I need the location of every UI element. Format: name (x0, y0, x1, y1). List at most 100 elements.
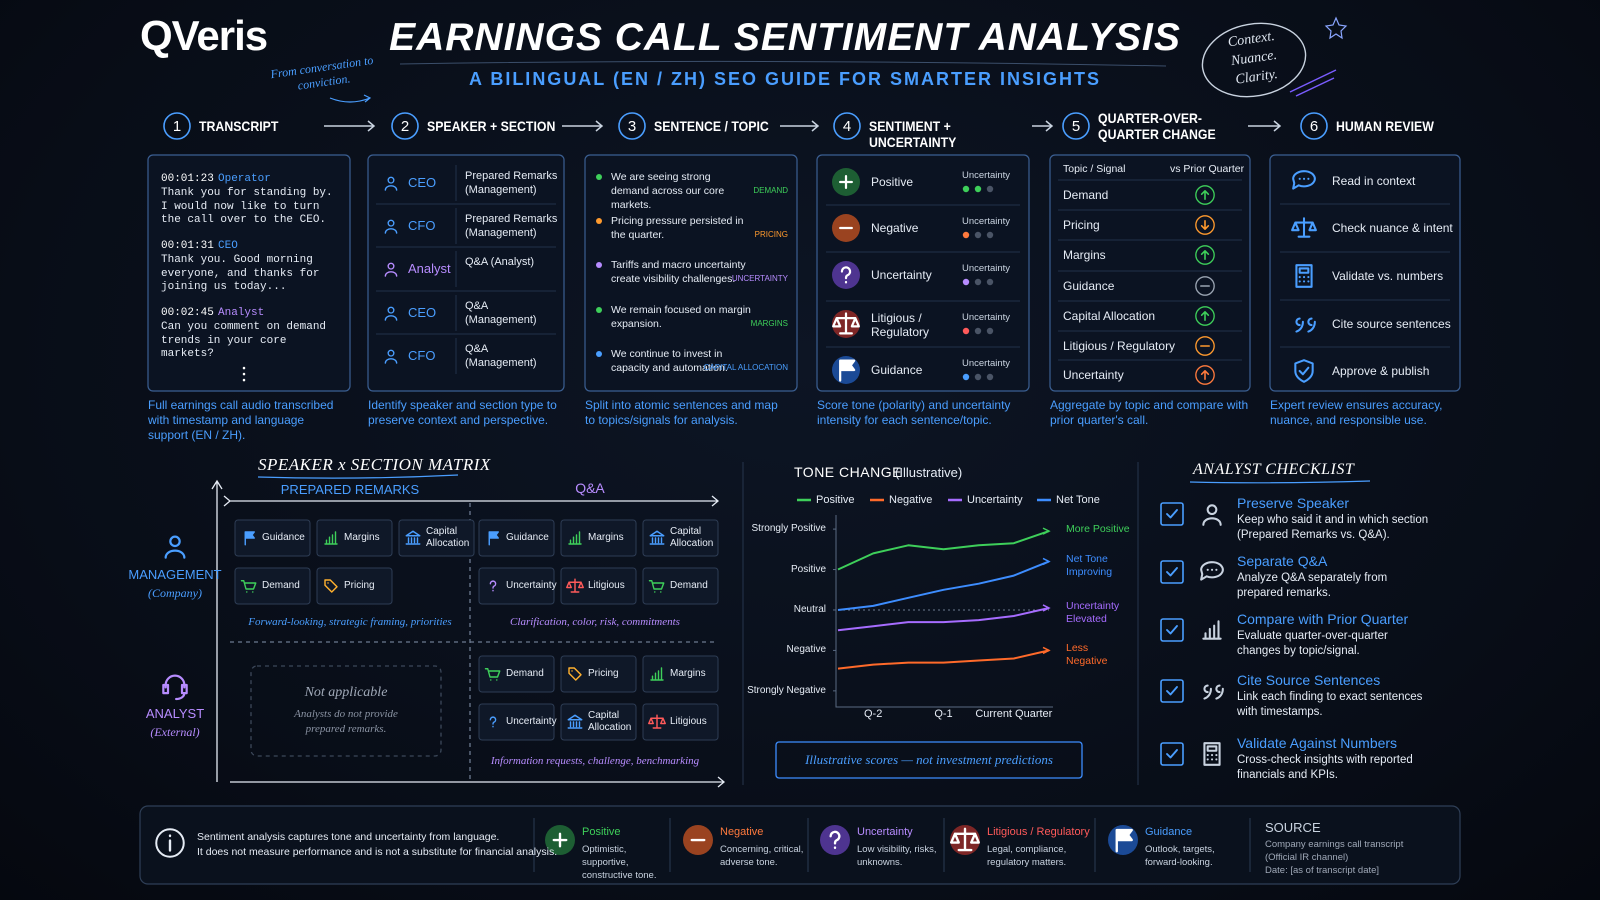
bullet (596, 262, 602, 268)
quadrant-note: Information requests, challenge, benchma… (490, 755, 700, 767)
icon-fill (1116, 830, 1132, 840)
speaker: CEO (218, 240, 238, 252)
icon-ring (1195, 336, 1215, 356)
y-tick-label: Positive (790, 563, 826, 575)
icon-shape (1200, 311, 1210, 321)
icon-shape (566, 578, 584, 593)
logo: QVeris (140, 12, 268, 59)
chart-note-box (775, 741, 1083, 779)
icon (1291, 217, 1317, 238)
icon-shape (568, 531, 582, 545)
chip (642, 703, 719, 741)
chip-label: Demand (670, 580, 708, 591)
icon (1160, 560, 1184, 584)
source-title: SOURCE (1265, 820, 1321, 835)
icon (384, 306, 398, 321)
step-number: 4 (843, 118, 851, 135)
icon-shape (240, 580, 257, 593)
sentiment-label: Positive (871, 175, 914, 189)
checklist-title: ANALYST CHECKLIST (1193, 461, 1355, 478)
icon (1295, 264, 1313, 288)
legend-name: Negative (720, 826, 764, 838)
chip (234, 567, 311, 605)
step-circle (391, 112, 419, 140)
icon (832, 168, 860, 196)
quadrant-note: Clarification, color, risk, commitments (510, 616, 680, 628)
icon-shape (568, 667, 582, 681)
utterance: Thank you. Good morning everyone, and th… (161, 254, 320, 293)
row-sub: (External) (150, 725, 200, 739)
icon (648, 714, 666, 729)
dot (986, 373, 994, 381)
icon-shape (1203, 684, 1224, 700)
speaker: Operator (218, 173, 271, 185)
icon (1195, 336, 1215, 356)
icon-shape (648, 580, 665, 593)
step-label: SENTIMENT + UNCERTAINTY (869, 118, 957, 150)
icon (566, 578, 584, 593)
dot (986, 185, 994, 193)
icon (1203, 742, 1221, 766)
icon (324, 579, 338, 593)
footer-separators (533, 818, 1251, 872)
chip (560, 519, 637, 557)
icon (384, 262, 398, 277)
topic-tag: PRICING (754, 230, 788, 239)
chip-label: Demand (506, 668, 544, 679)
topic-tag: MARGINS (750, 319, 788, 328)
icon-ring (1195, 306, 1215, 326)
quadrant-note: Forward-looking, strategic framing, prio… (248, 616, 452, 628)
icon-shape (829, 830, 841, 850)
source-line: Company earnings call transcript (1265, 839, 1404, 850)
panel-frames (139, 154, 1461, 885)
section: Prepared Remarks (Management) (465, 170, 558, 196)
legend-desc: Legal, compliance, regulatory matters. (987, 844, 1067, 868)
chip-label: Guidance (262, 532, 305, 543)
icon-shape (489, 716, 497, 728)
chip-label: Capital Allocation (670, 526, 714, 549)
uncertainty-dots (962, 185, 994, 193)
legend-label: Positive (816, 494, 855, 506)
icon-shape (1166, 686, 1178, 696)
icon-shape (384, 306, 398, 321)
icon (832, 261, 860, 289)
qoq-header: Topic / Signal (1063, 163, 1126, 175)
icon (489, 716, 497, 728)
icon (384, 219, 398, 234)
note-arrow (329, 94, 372, 103)
icon (648, 580, 665, 593)
badge: Context. Nuance. Clarity. (1227, 28, 1279, 88)
chip-label: Litigious (588, 580, 625, 591)
step-number: 6 (1310, 118, 1318, 135)
not-applicable-box (250, 665, 442, 757)
checkbox (1160, 618, 1184, 642)
source-line: Date: [as of transcript date] (1265, 865, 1380, 876)
chip (560, 655, 637, 693)
legend-name: Guidance (1145, 826, 1193, 838)
legend-name: Positive (582, 826, 621, 838)
arrowhead (1042, 646, 1051, 655)
icon-shape (162, 674, 188, 701)
icon (488, 531, 499, 546)
dividers (742, 462, 1139, 785)
qoq-header: vs Prior Quarter (1170, 163, 1245, 175)
step-label: SENTENCE / TOPIC (654, 118, 769, 134)
dot (962, 185, 970, 193)
legend-label: Uncertainty (967, 494, 1023, 506)
qoq-topic: Capital Allocation (1063, 309, 1156, 323)
check-text: Analyze Q&A separately from prepared rem… (1237, 572, 1388, 599)
icon (1195, 185, 1215, 205)
topic-tag: UNCERTAINTY (731, 274, 788, 283)
timestamp: 00:02:45 (161, 307, 214, 319)
icon (820, 825, 850, 855)
icon (1202, 620, 1222, 640)
chip (316, 519, 393, 557)
icon-shape (384, 262, 398, 277)
role: Analyst (408, 261, 451, 276)
uncertainty-dots (962, 373, 994, 381)
icon-shape (552, 832, 568, 848)
icon (1203, 684, 1224, 700)
disclaimer: It does not measure performance and is n… (197, 846, 558, 858)
icon-shape (489, 580, 497, 592)
dot (962, 373, 970, 381)
